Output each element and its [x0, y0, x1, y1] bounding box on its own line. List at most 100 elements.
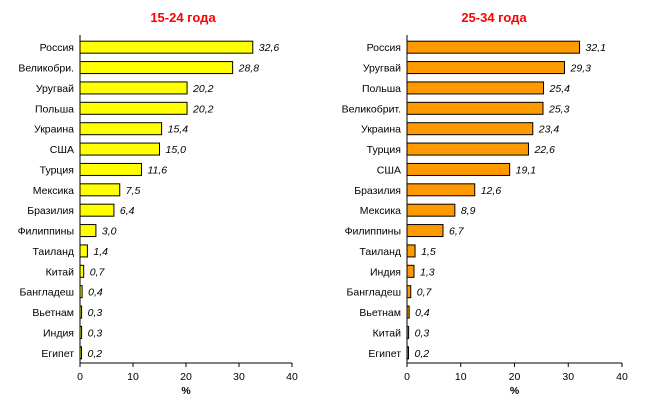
value-label: 20,2	[192, 103, 214, 115]
value-label: 0,3	[88, 327, 103, 339]
bar	[406, 224, 444, 238]
bar	[79, 61, 234, 75]
x-tick-label: 10	[455, 371, 467, 383]
value-label: 32,6	[259, 42, 280, 54]
category-label: Уругвай	[363, 63, 401, 75]
value-label: 3,0	[102, 226, 117, 238]
bar	[79, 122, 163, 136]
category-label: Уругвай	[36, 83, 74, 95]
value-label: 22,6	[533, 144, 555, 156]
x-tick-label: 40	[286, 371, 298, 383]
bar	[79, 224, 97, 238]
value-label: 25,4	[549, 83, 571, 95]
chart-title: 25-34 года	[461, 10, 527, 25]
category-label: Филиппины	[345, 226, 401, 238]
category-label: Китай	[373, 327, 402, 339]
category-label: США	[50, 144, 74, 156]
value-label: 15,0	[166, 144, 187, 156]
bar	[406, 285, 412, 299]
chart-panel-1: 15-24 года Россия 32,6 Великобри. 28,8 Уругва…	[18, 10, 298, 397]
bar	[406, 61, 565, 75]
category-label: Украина	[361, 124, 401, 136]
category-label: Филиппины	[18, 226, 74, 238]
category-label: Турция	[40, 164, 74, 176]
x-tick-label: 20	[509, 371, 521, 383]
category-label: Бангладеш	[347, 287, 401, 299]
x-tick-label: 30	[233, 371, 245, 383]
category-label: Россия	[367, 42, 401, 54]
value-label: 32,1	[586, 42, 606, 54]
value-label: 0,2	[415, 348, 430, 360]
bar	[406, 203, 456, 217]
category-label: Таиланд	[32, 246, 74, 258]
value-label: 11,6	[147, 164, 167, 176]
value-label: 29,3	[569, 63, 591, 75]
x-tick-label: 0	[404, 371, 410, 383]
x-tick-label: 30	[562, 371, 574, 383]
chart-panel-2: 25-34 года Россия 32,1 Уругвай 29,3 Польша 25,…	[342, 10, 628, 397]
value-label: 12,6	[481, 185, 502, 197]
bar	[406, 40, 581, 54]
bar	[79, 183, 121, 197]
value-label: 20,2	[192, 83, 214, 95]
bar	[79, 142, 160, 156]
category-label: Египет	[368, 348, 401, 360]
bar	[79, 101, 188, 115]
category-label: Бразилия	[354, 185, 401, 197]
x-axis-label: %	[181, 385, 191, 397]
bar	[406, 244, 416, 258]
category-label: Украина	[34, 124, 74, 136]
category-label: Вьетнам	[359, 307, 401, 319]
value-label: 25,3	[548, 103, 570, 115]
bar	[406, 101, 544, 115]
value-label: 6,7	[449, 226, 465, 238]
category-label: Бангладеш	[20, 287, 74, 299]
x-tick-label: 0	[77, 371, 83, 383]
category-label: Польша	[362, 83, 401, 95]
value-label: 7,5	[126, 185, 141, 197]
category-label: Великобрит.	[342, 103, 401, 115]
value-label: 0,2	[88, 348, 103, 360]
value-label: 0,7	[417, 287, 433, 299]
bar	[406, 183, 476, 197]
bar	[79, 162, 142, 176]
value-label: 6,4	[120, 205, 135, 217]
bar	[79, 81, 188, 95]
value-label: 0,7	[90, 266, 106, 278]
category-label: Польша	[35, 103, 74, 115]
bar	[406, 122, 534, 136]
value-label: 0,4	[88, 287, 103, 299]
value-label: 1,5	[421, 246, 436, 258]
value-label: 23,4	[538, 124, 560, 136]
bar	[406, 162, 511, 176]
x-tick-label: 20	[180, 371, 192, 383]
category-label: Мексика	[360, 205, 401, 217]
category-label: Турция	[367, 144, 401, 156]
value-label: 15,4	[168, 124, 189, 136]
value-label: 28,8	[238, 63, 260, 75]
category-label: США	[377, 164, 401, 176]
value-label: 0,4	[415, 307, 430, 319]
category-label: Вьетнам	[32, 307, 74, 319]
x-axis-label: %	[510, 385, 520, 397]
value-label: 0,3	[88, 307, 103, 319]
category-label: Мексика	[33, 185, 74, 197]
category-label: Таиланд	[359, 246, 401, 258]
category-label: Россия	[40, 42, 74, 54]
value-label: 19,1	[516, 164, 536, 176]
x-tick-label: 40	[616, 371, 628, 383]
bar	[79, 244, 88, 258]
category-label: Индия	[43, 327, 74, 339]
value-label: 1,4	[93, 246, 108, 258]
bar	[79, 203, 115, 217]
value-label: 0,3	[415, 327, 430, 339]
category-label: Бразилия	[27, 205, 74, 217]
bar	[406, 264, 415, 278]
bar	[79, 264, 85, 278]
bar	[406, 142, 529, 156]
category-label: Египет	[41, 348, 74, 360]
chart-title: 15-24 года	[150, 10, 216, 25]
bar	[79, 40, 254, 54]
category-label: Китай	[46, 266, 75, 278]
value-label: 8,9	[461, 205, 476, 217]
